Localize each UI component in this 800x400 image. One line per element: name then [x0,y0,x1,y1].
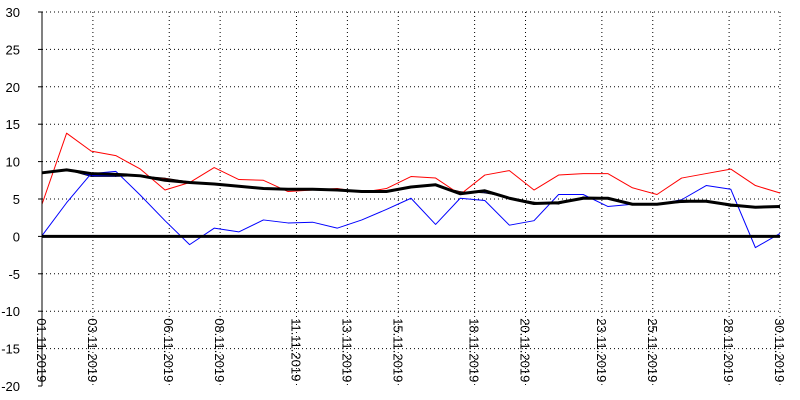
y-tick-label: 30 [6,5,20,20]
y-tick-label: 15 [6,117,20,132]
x-tick-label: 23.11.2019 [594,318,609,382]
y-tick-label: 25 [6,42,20,57]
normal-temperature-line [41,168,781,209]
x-tick-label: 30.11.2019 [772,318,787,382]
x-tick-label: 13.11.2019 [339,318,354,382]
x-tick-label: 01.11.2019 [34,318,49,382]
y-tick-label: 5 [13,192,20,207]
y-tick-label: -20 [1,379,20,394]
x-tick-label: 06.11.2019 [161,318,176,382]
axes [38,11,780,387]
x-tick-labels: 01.11.2019 03.11.2019 06.11.2019 08.11.2019… [34,318,787,382]
y-tick-labels: 30 25 20 15 10 5 0 -5 -10 -15 -20 [1,5,20,394]
x-tick-label: 03.11.2019 [85,318,100,382]
y-tick-label: 0 [13,229,20,244]
x-tick-label: 15.11.2019 [390,318,405,382]
x-tick-label: 28.11.2019 [721,318,736,382]
y-tick-label: -5 [8,267,20,282]
y-tick-label: 10 [6,155,20,170]
grid-layer [41,11,781,386]
y-tick-label: -10 [1,304,20,319]
max-temperature-line [41,132,781,205]
x-tick-label: 18.11.2019 [467,318,482,382]
series-lines [41,132,781,249]
y-tick-label: 20 [6,80,20,95]
x-tick-label: 11.11.2019 [288,318,303,381]
x-tick-label: 08.11.2019 [212,318,227,382]
y-tick-label: -15 [1,342,20,357]
x-tick-label: 20.11.2019 [518,318,533,382]
x-tick-label: 25.11.2019 [645,318,660,382]
